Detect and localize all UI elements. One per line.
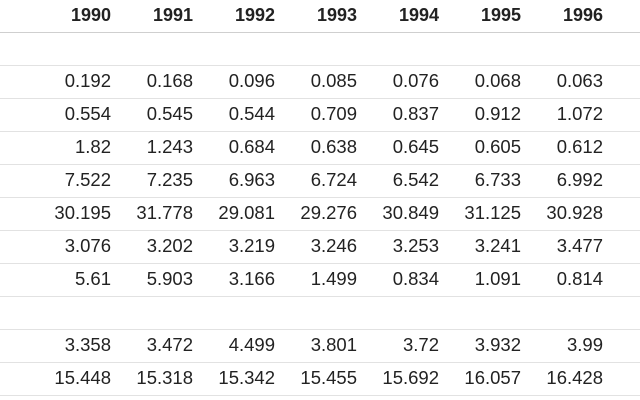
table-cell: 0.076	[392, 70, 439, 91]
table-cell: 0.192	[64, 70, 111, 91]
table-cell: 7.522	[64, 169, 111, 190]
table-cell: 0.912	[474, 103, 521, 124]
table-cell: 1993	[316, 5, 357, 25]
table-row: 3.076 3.202 3.219 3.246 3.253 3.241 3.477	[0, 230, 640, 264]
table-cell: 3.99	[566, 334, 603, 355]
table-cell: 15.448	[54, 367, 111, 388]
table-cell: 15.318	[136, 367, 193, 388]
table-cell: 6.992	[556, 169, 603, 190]
table-cell: 0.834	[392, 268, 439, 289]
table-cell: 29.276	[300, 202, 357, 223]
table-cell: 3.246	[310, 235, 357, 256]
table-cell: 1994	[398, 5, 439, 25]
table-cell: 1996	[562, 5, 603, 25]
table-cell: 7.235	[146, 169, 193, 190]
table-cell: 1.072	[556, 103, 603, 124]
table-cell: 3.801	[310, 334, 357, 355]
table-cell: 0.638	[310, 136, 357, 157]
table-cell: 1.82	[74, 136, 111, 157]
table-cell: 30.928	[546, 202, 603, 223]
table-cell: 1.499	[310, 268, 357, 289]
table-cell: 30.849	[382, 202, 439, 223]
table-cell: 16.057	[464, 367, 521, 388]
table-row: 30.195 31.778 29.081 29.276 30.849 31.125 30.9…	[0, 197, 640, 231]
table-cell: 3.472	[146, 334, 193, 355]
table-cell: 3.241	[474, 235, 521, 256]
table-cell: 3.202	[146, 235, 193, 256]
table-cell: 4.499	[228, 334, 275, 355]
table-cell: 0.709	[310, 103, 357, 124]
table-cell: 0.814	[556, 268, 603, 289]
table-cell: 6.733	[474, 169, 521, 190]
table-cell: 0.096	[228, 70, 275, 91]
table-cell: 1.243	[146, 136, 193, 157]
table-cell: 29.081	[218, 202, 275, 223]
section-row	[0, 32, 640, 66]
table-row: 0.192 0.168 0.096 0.085 0.076 0.068 0.063	[0, 65, 640, 99]
table-cell: 0.544	[228, 103, 275, 124]
table-row: 7.522 7.235 6.963 6.724 6.542 6.733 6.992	[0, 164, 640, 198]
table-cell: 30.195	[54, 202, 111, 223]
table-cell: 5.903	[146, 268, 193, 289]
table-cell: 1.091	[474, 268, 521, 289]
table-cell: 0.837	[392, 103, 439, 124]
table-row: 5.61 5.903 3.166 1.499 0.834 1.091 0.814	[0, 263, 640, 297]
table-cell: 3.253	[392, 235, 439, 256]
table-cell: 0.645	[392, 136, 439, 157]
table-cell: 0.605	[474, 136, 521, 157]
table-cell: 31.778	[136, 202, 193, 223]
table-row: 1.82 1.243 0.684 0.638 0.645 0.605 0.612	[0, 131, 640, 165]
table-cell: 3.358	[64, 334, 111, 355]
table-cell: 3.72	[402, 334, 439, 355]
table-cell: 0.168	[146, 70, 193, 91]
table-cell: 3.932	[474, 334, 521, 355]
section-row	[0, 296, 640, 330]
table-cell: 6.963	[228, 169, 275, 190]
table-cell: 0.612	[556, 136, 603, 157]
table-cell: 3.076	[64, 235, 111, 256]
table-cell: 1991	[152, 5, 193, 25]
table-cell: 3.166	[228, 268, 275, 289]
table-cell: 31.125	[464, 202, 521, 223]
table-cell: 1992	[234, 5, 275, 25]
table-cell: 0.684	[228, 136, 275, 157]
table-cell: 15.692	[382, 367, 439, 388]
table-cell: 0.063	[556, 70, 603, 91]
table-cell: 6.724	[310, 169, 357, 190]
table-cell: 0.554	[64, 103, 111, 124]
table-cell: 15.455	[300, 367, 357, 388]
table-cell: 0.068	[474, 70, 521, 91]
header-row: 1990 1991 1992 1993 1994 1995 1996	[0, 0, 640, 33]
table-cell: 15.342	[218, 367, 275, 388]
table-cell: 3.477	[556, 235, 603, 256]
table-cell: 1995	[480, 5, 521, 25]
table-cell: 5.61	[74, 268, 111, 289]
table-row: 3.358 3.472 4.499 3.801 3.72 3.932 3.99	[0, 329, 640, 363]
table-cell: 0.545	[146, 103, 193, 124]
table-cell: 0.085	[310, 70, 357, 91]
table-cell: 3.219	[228, 235, 275, 256]
table-row: 15.448 15.318 15.342 15.455 15.692 16.057 16.4…	[0, 362, 640, 396]
table-cell: 16.428	[546, 367, 603, 388]
table-row: 0.554 0.545 0.544 0.709 0.837 0.912 1.072	[0, 98, 640, 132]
table-cell: 1990	[70, 5, 111, 25]
table-cell: 6.542	[392, 169, 439, 190]
